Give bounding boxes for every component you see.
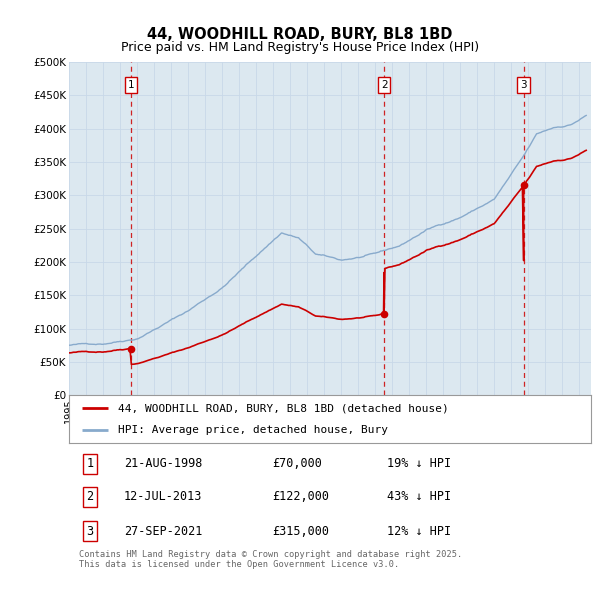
Text: 43% ↓ HPI: 43% ↓ HPI [388, 490, 452, 503]
Text: 12-JUL-2013: 12-JUL-2013 [124, 490, 202, 503]
Text: Price paid vs. HM Land Registry's House Price Index (HPI): Price paid vs. HM Land Registry's House … [121, 41, 479, 54]
Text: 1: 1 [128, 80, 134, 90]
Text: 3: 3 [520, 80, 527, 90]
Text: 27-SEP-2021: 27-SEP-2021 [124, 525, 202, 537]
Text: 12% ↓ HPI: 12% ↓ HPI [388, 525, 452, 537]
Text: 21-AUG-1998: 21-AUG-1998 [124, 457, 202, 470]
Text: 1: 1 [86, 457, 94, 470]
Text: £122,000: £122,000 [272, 490, 329, 503]
Text: £315,000: £315,000 [272, 525, 329, 537]
Text: 44, WOODHILL ROAD, BURY, BL8 1BD (detached house): 44, WOODHILL ROAD, BURY, BL8 1BD (detach… [118, 403, 448, 413]
Text: Contains HM Land Registry data © Crown copyright and database right 2025.
This d: Contains HM Land Registry data © Crown c… [79, 550, 463, 569]
Text: 3: 3 [86, 525, 94, 537]
Text: 19% ↓ HPI: 19% ↓ HPI [388, 457, 452, 470]
Text: HPI: Average price, detached house, Bury: HPI: Average price, detached house, Bury [118, 425, 388, 435]
Text: £70,000: £70,000 [272, 457, 322, 470]
Text: 2: 2 [381, 80, 388, 90]
Text: 44, WOODHILL ROAD, BURY, BL8 1BD: 44, WOODHILL ROAD, BURY, BL8 1BD [148, 27, 452, 41]
Text: 2: 2 [86, 490, 94, 503]
